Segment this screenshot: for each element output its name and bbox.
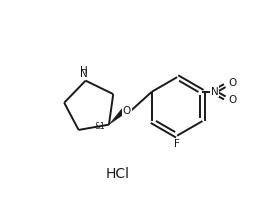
Text: H: H — [80, 66, 88, 76]
Text: HCl: HCl — [106, 167, 130, 181]
Text: O: O — [123, 106, 131, 116]
Text: O: O — [229, 95, 237, 105]
Text: N: N — [211, 87, 219, 97]
Text: &1: &1 — [94, 122, 105, 131]
Text: O: O — [229, 78, 237, 88]
Polygon shape — [109, 109, 126, 125]
Text: N: N — [80, 69, 88, 79]
Text: F: F — [174, 139, 180, 149]
